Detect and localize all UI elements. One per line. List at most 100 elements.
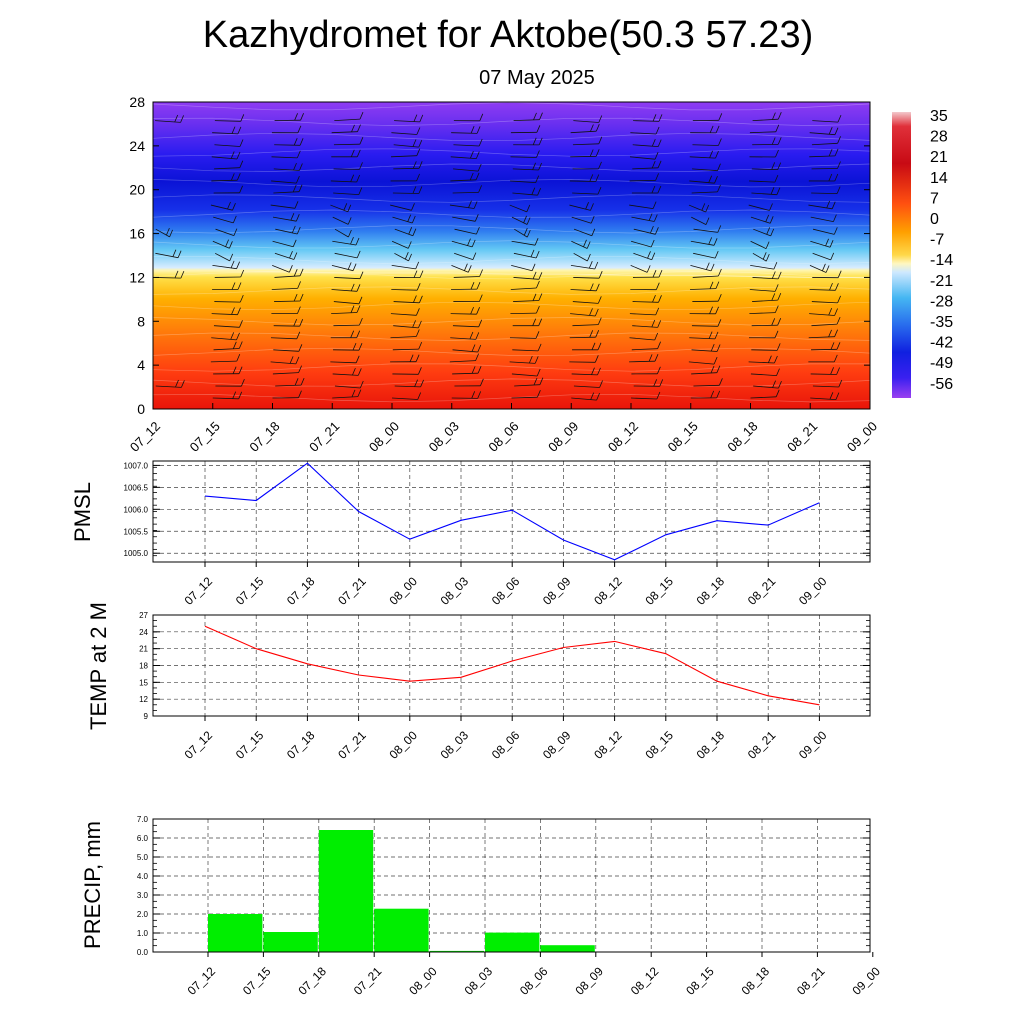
x-tick-label: 08_21 [745,574,779,608]
wind-barb [211,151,241,160]
isotherm [152,286,871,295]
wind-barb [571,239,591,249]
wind-barb [690,390,721,399]
wind-barb [391,127,421,135]
wind-barb [569,330,600,339]
wind-barb [390,173,420,182]
wind-barb [334,250,361,259]
precip-bar [318,830,374,952]
wind-barb [630,239,655,248]
wind-barb [275,377,305,387]
colorbar-label: -42 [930,335,953,352]
wind-barb [688,356,718,365]
freezing-level-line [153,270,870,278]
wind-barb [633,114,663,122]
isotherm [152,209,871,218]
wind-barb [811,186,841,194]
wind-barb [454,252,477,260]
wind-barb [752,292,782,302]
wind-barb [334,111,364,122]
colorbar-label: 28 [930,129,948,146]
wind-barb [571,392,600,401]
colorbar-label: 0 [930,211,939,228]
y-tick-label: 21 [139,645,148,654]
wind-barb [691,343,721,352]
wind-barb [513,271,543,280]
wind-barb [809,282,839,291]
wind-barb [332,216,352,225]
wind-barb [748,203,773,211]
wind-barb [808,329,838,339]
wind-barb [214,160,244,170]
x-tick-label: 07_15 [233,728,267,762]
x-tick-label: 08_00 [406,964,440,998]
colorbar-label: -56 [930,376,953,393]
x-tick-label: 07_18 [284,728,318,762]
wind-barb [510,305,540,315]
wind-barb [573,228,596,237]
wind-barb [452,319,483,328]
wind-barb [572,317,602,327]
wind-barb [572,342,602,351]
isotherm [152,332,871,341]
wind-barb [450,172,480,182]
wind-barb [750,261,778,270]
wind-barb [511,390,541,399]
wind-barb [629,332,659,341]
isotherm [152,240,871,249]
wind-barb [752,137,782,146]
wind-barb [274,293,304,302]
colorbar-label: 35 [930,108,948,125]
x-tick-label: 08_12 [591,574,625,608]
wind-barb [452,214,479,222]
x-tick-label: 08_09 [572,964,606,998]
wind-barb [689,331,719,340]
wind-barb [812,270,842,279]
wind-barb [451,391,482,399]
y-tick-label: 0 [137,401,145,417]
wind-barb [213,341,243,351]
wind-barb [808,173,839,182]
wind-barb [570,283,600,292]
wind-barb [572,296,602,304]
colorbar-label: 7 [930,190,939,207]
wind-barb [810,214,837,222]
isotherm [152,225,871,234]
y-tick-label: 1005.0 [124,549,149,558]
y-tick-label: 27 [139,611,148,620]
wind-barb [811,316,841,327]
y-tick-label: 4 [137,357,145,373]
wind-barb [334,271,364,280]
wind-barb [454,378,484,387]
precip-panel: 7.0 6.0 5.0 4.0 3.0 2.0 1.0 0.0 07_12 07_15 07_18 0… [137,815,883,998]
isotherm [152,163,871,172]
wind-barb [573,115,603,123]
y-tick-label: 20 [129,182,145,198]
precip-bar [485,932,540,952]
wind-barb [271,281,301,290]
wind-barb [571,367,601,376]
x-tick-label: 07_15 [233,574,267,608]
isotherm [152,194,871,203]
wind-barb [810,367,840,375]
wind-barb [691,184,721,194]
wind-barb [511,238,539,246]
wind-barb [155,249,182,259]
wind-barb [513,293,543,302]
wind-barb [393,295,423,304]
wind-barb [211,332,240,341]
wind-barb [450,331,480,340]
y-tick-label: 2.0 [137,910,149,919]
x-tick-label: 07_18 [284,574,318,608]
y-tick-label: 24 [129,138,145,154]
x-tick-label: 08_03 [438,574,472,608]
wind-barb [213,185,243,194]
wind-barb [215,228,238,236]
wind-barb [753,227,775,237]
wind-barb [271,306,301,315]
wind-barb [572,161,602,170]
wind-barb [690,262,715,272]
x-tick-label: 08_15 [683,964,717,998]
wind-barb [630,391,661,400]
wind-barb [570,124,600,134]
